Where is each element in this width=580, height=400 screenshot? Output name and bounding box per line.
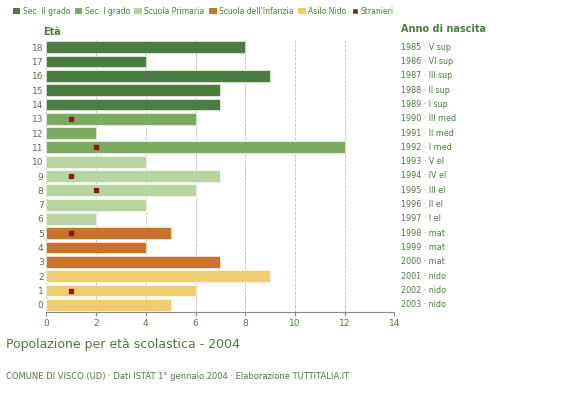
Bar — [46, 227, 171, 239]
Text: 2000 · mat: 2000 · mat — [401, 257, 445, 266]
Bar — [46, 299, 171, 311]
Text: 1995 · III el: 1995 · III el — [401, 186, 445, 195]
Text: 1990 · III med: 1990 · III med — [401, 114, 456, 123]
Bar — [46, 170, 220, 182]
Text: 1999 · mat: 1999 · mat — [401, 243, 445, 252]
Bar — [46, 98, 220, 110]
Text: 2002 · nido: 2002 · nido — [401, 286, 446, 295]
Text: 2001 · nido: 2001 · nido — [401, 272, 446, 281]
Text: Anno di nascita: Anno di nascita — [401, 24, 486, 34]
Text: 1993 · V el: 1993 · V el — [401, 157, 444, 166]
Text: 1985 · V sup: 1985 · V sup — [401, 43, 451, 52]
Text: 1988 · II sup: 1988 · II sup — [401, 86, 450, 95]
Bar — [46, 285, 195, 296]
Bar — [46, 127, 96, 139]
Bar — [46, 56, 146, 67]
Text: 1994 · IV el: 1994 · IV el — [401, 172, 446, 180]
Text: 1997 · I el: 1997 · I el — [401, 214, 441, 224]
Text: 1987 · III sup: 1987 · III sup — [401, 71, 452, 80]
Bar — [46, 213, 96, 225]
Legend: Sec. II grado, Sec. I grado, Scuola Primaria, Scuola dell'Infanzia, Asilo Nido, : Sec. II grado, Sec. I grado, Scuola Prim… — [10, 4, 397, 19]
Text: 1996 · II el: 1996 · II el — [401, 200, 443, 209]
Text: 2003 · nido: 2003 · nido — [401, 300, 446, 309]
Text: 1989 · I sup: 1989 · I sup — [401, 100, 448, 109]
Bar — [46, 142, 345, 153]
Text: COMUNE DI VISCO (UD) · Dati ISTAT 1° gennaio 2004 · Elaborazione TUTTITALIA.IT: COMUNE DI VISCO (UD) · Dati ISTAT 1° gen… — [6, 372, 349, 381]
Bar — [46, 256, 220, 268]
Bar — [46, 156, 146, 168]
Bar — [46, 199, 146, 210]
Bar — [46, 113, 195, 125]
Text: 1998 · mat: 1998 · mat — [401, 229, 445, 238]
Bar — [46, 84, 220, 96]
Bar — [46, 184, 195, 196]
Text: 1992 · I med: 1992 · I med — [401, 143, 452, 152]
Bar — [46, 270, 270, 282]
Bar — [46, 41, 245, 53]
Text: Popolazione per età scolastica - 2004: Popolazione per età scolastica - 2004 — [6, 338, 240, 351]
Bar — [46, 242, 146, 254]
Text: 1991 · II med: 1991 · II med — [401, 128, 454, 138]
Text: Età: Età — [43, 27, 61, 37]
Text: 1986 · VI sup: 1986 · VI sup — [401, 57, 453, 66]
Bar — [46, 70, 270, 82]
